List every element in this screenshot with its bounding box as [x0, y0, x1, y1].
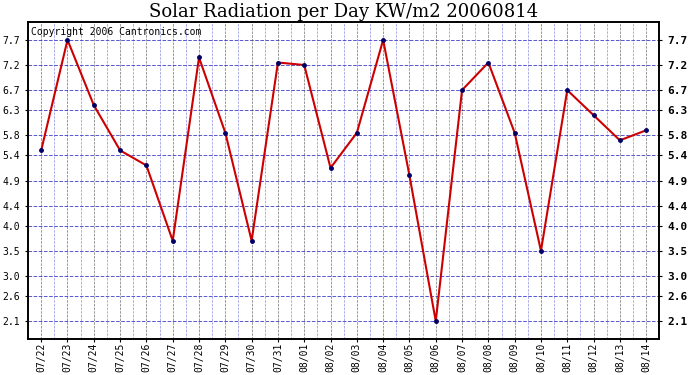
Text: Copyright 2006 Cantronics.com: Copyright 2006 Cantronics.com: [31, 27, 201, 37]
Title: Solar Radiation per Day KW/m2 20060814: Solar Radiation per Day KW/m2 20060814: [149, 3, 538, 21]
